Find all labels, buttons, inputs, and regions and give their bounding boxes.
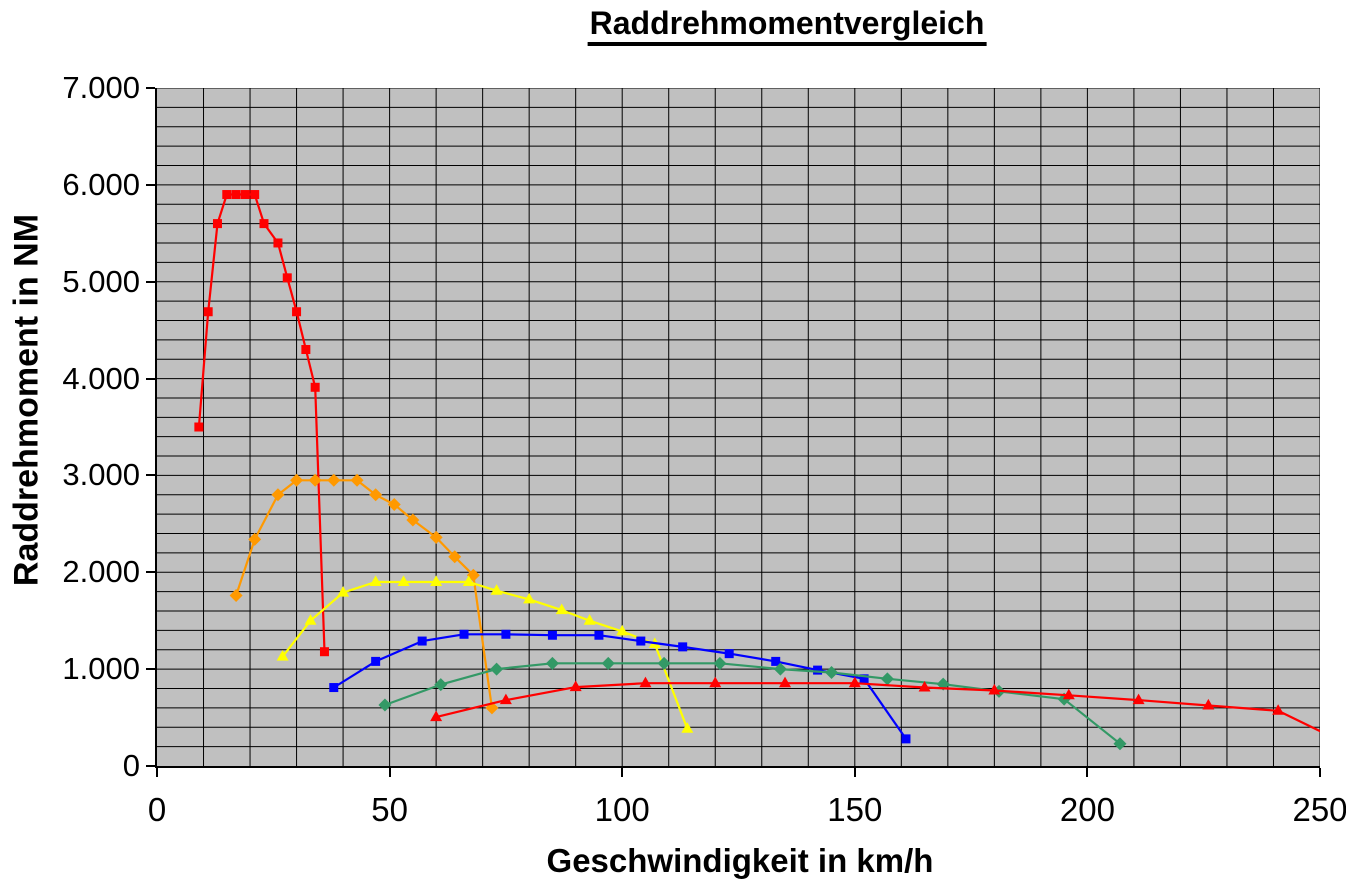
series-2-orange-diamonds-markers: [229, 473, 499, 715]
y-tick-label: 4.000: [62, 360, 140, 396]
x-axis-tick: [621, 768, 624, 777]
series-6-red-triangles: [430, 676, 1320, 733]
y-axis-tick: [146, 377, 155, 380]
y-axis-tick: [146, 765, 155, 767]
y-axis-tick: [146, 183, 155, 186]
series-6-red-triangles-markers: [430, 676, 1285, 722]
y-tick-label: 3.000: [62, 457, 140, 493]
y-tick-label: 6.000: [62, 166, 140, 202]
plot-area: [155, 88, 1320, 768]
x-tick-label: 250: [1292, 791, 1346, 828]
series-4-blue-squares-markers: [329, 629, 911, 744]
series-1-red-squares-markers: [194, 190, 329, 657]
plot-canvas: [157, 88, 1320, 766]
y-tick-label: 1.000: [62, 651, 140, 687]
x-axis-tick: [1086, 768, 1089, 777]
y-axis-tick: [146, 87, 155, 89]
series-3-yellow-triangles-line: [281, 580, 689, 730]
series-1-red-squares: [194, 190, 329, 657]
x-tick-label: 0: [147, 791, 167, 828]
x-axis-tick: [156, 768, 158, 777]
series-4-blue-squares-line: [332, 633, 908, 741]
series-1-red-squares-line: [197, 193, 326, 653]
x-tick-label: 200: [1059, 791, 1115, 828]
x-tick-label: 150: [827, 791, 883, 828]
x-tick-label: 50: [371, 791, 408, 828]
y-tick-label: 5.000: [62, 263, 140, 299]
chart-title: Raddrehmomentvergleich: [587, 5, 987, 47]
y-tick-label: 2.000: [62, 554, 140, 590]
x-axis-tick: [853, 768, 856, 777]
y-axis-tick: [146, 474, 155, 477]
y-axis-tick: [146, 668, 155, 671]
x-axis-tick: [1319, 768, 1321, 777]
gridlines: [157, 88, 1320, 766]
x-tick-label: 100: [594, 791, 650, 828]
x-axis-title: Geschwindigkeit in km/h: [546, 842, 934, 879]
y-tick-label: 0: [122, 748, 140, 783]
y-tick-label: 7.000: [62, 70, 140, 105]
y-axis-tick: [146, 571, 155, 574]
y-axis-tick: [146, 280, 155, 283]
series-2-orange-diamonds: [229, 473, 499, 715]
series-5-green-diamonds-markers: [378, 656, 1127, 751]
series-6-red-triangles-line: [435, 682, 1320, 733]
series-4-blue-squares: [329, 629, 911, 744]
x-axis-tick: [388, 768, 391, 777]
